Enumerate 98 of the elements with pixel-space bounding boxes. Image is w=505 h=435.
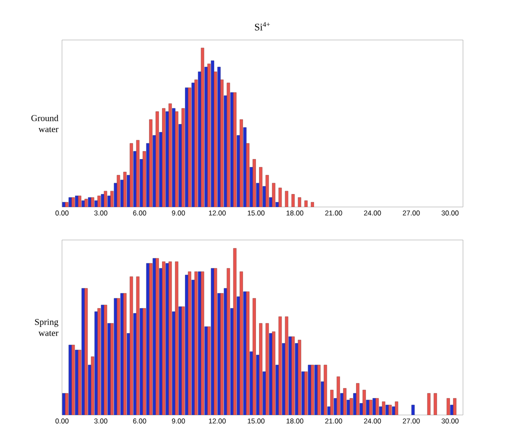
bar <box>284 316 288 415</box>
bar <box>142 308 146 415</box>
bar <box>284 190 288 207</box>
bar <box>220 80 224 207</box>
bar <box>188 272 192 415</box>
bar <box>427 393 430 415</box>
bar <box>240 119 243 207</box>
bar <box>175 262 178 415</box>
bar <box>278 188 282 207</box>
bar <box>78 350 82 415</box>
bar <box>97 196 101 207</box>
bar <box>142 151 146 207</box>
bar <box>130 276 133 415</box>
bar <box>72 344 75 415</box>
bar <box>226 82 230 207</box>
bar <box>382 402 386 415</box>
bar <box>90 356 94 415</box>
bar <box>291 336 295 415</box>
bar <box>168 103 172 207</box>
bar <box>446 398 450 415</box>
bar <box>123 293 127 415</box>
bar <box>149 119 152 207</box>
bar <box>214 72 218 207</box>
bar <box>330 390 334 415</box>
bar <box>310 364 314 415</box>
bar <box>291 194 295 207</box>
bar <box>233 248 236 415</box>
bar <box>136 276 140 415</box>
bar <box>110 323 114 415</box>
bar <box>84 198 88 207</box>
y-axis-title: Spring water <box>35 318 58 336</box>
bar <box>453 398 456 415</box>
bar <box>156 111 159 207</box>
bar <box>65 393 68 415</box>
bar <box>240 272 243 415</box>
bar <box>350 398 353 415</box>
bar <box>220 293 224 415</box>
bar <box>162 262 166 415</box>
bar <box>110 190 114 207</box>
chart-title: Si$^{4+}$ <box>255 22 270 30</box>
bar <box>259 167 262 207</box>
bar <box>78 196 82 207</box>
bar <box>207 64 211 207</box>
bar <box>130 143 133 207</box>
bar <box>72 197 75 207</box>
bar <box>298 340 302 415</box>
bar <box>123 172 127 207</box>
bar <box>304 200 308 207</box>
bar <box>116 298 120 415</box>
bar <box>317 364 321 415</box>
bar <box>304 372 308 415</box>
bar <box>136 140 140 207</box>
bar <box>194 80 198 207</box>
bar <box>362 390 366 415</box>
bar <box>65 202 68 207</box>
bar <box>182 306 185 415</box>
bar <box>278 316 282 415</box>
bar <box>207 326 211 415</box>
bar <box>168 262 172 415</box>
bar <box>369 400 372 415</box>
bar <box>104 304 108 415</box>
bar <box>97 308 101 415</box>
bar <box>272 332 276 415</box>
bar <box>84 288 88 415</box>
bar <box>246 143 250 207</box>
bar <box>162 108 166 207</box>
bar <box>149 263 152 415</box>
bar <box>182 108 185 207</box>
bar <box>156 258 159 415</box>
bar <box>356 383 360 415</box>
bar <box>175 111 178 207</box>
bar <box>298 197 302 207</box>
bar <box>324 364 328 415</box>
bar <box>272 182 276 207</box>
bar <box>434 393 437 415</box>
bar <box>252 298 256 415</box>
bar <box>252 159 256 207</box>
bar <box>266 175 269 207</box>
y-axis-title: Ground water <box>31 114 58 132</box>
bar <box>104 190 108 207</box>
bar <box>388 404 392 415</box>
bar <box>226 268 230 415</box>
bar <box>343 388 346 415</box>
bar <box>200 272 204 415</box>
bar <box>310 202 314 207</box>
bar <box>266 323 269 415</box>
bar <box>188 88 192 207</box>
bar <box>246 292 250 415</box>
bar <box>233 92 236 207</box>
bar <box>394 402 398 415</box>
bar <box>116 175 120 207</box>
bar <box>376 398 379 415</box>
bar <box>214 268 218 415</box>
bar <box>200 48 204 207</box>
bar <box>336 376 340 415</box>
bar <box>90 197 94 207</box>
bar <box>194 272 198 415</box>
bar <box>259 323 262 415</box>
